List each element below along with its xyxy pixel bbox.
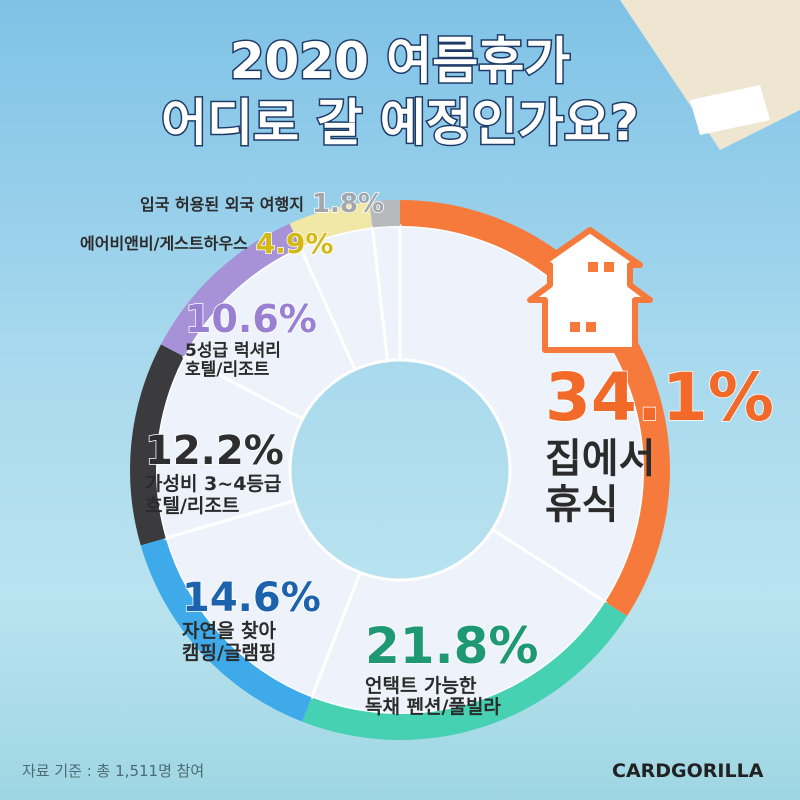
slice-inner — [309, 527, 608, 716]
chart-title: 2020 여름휴가 어디로 갈 예정인가요? — [160, 31, 641, 154]
value-label: 14.6% — [181, 574, 321, 622]
value-label: 1.8% — [311, 188, 385, 219]
house-icon — [527, 227, 653, 353]
slice-band — [140, 538, 312, 722]
slice-label: 34.1% 집에서 휴식 — [544, 359, 774, 528]
slice-band — [289, 201, 373, 248]
slice-label: 12.2% 가성비 3~4등급 호텔/리조트 — [144, 427, 284, 518]
slice-band — [130, 344, 185, 546]
value-label: 12.2% — [144, 427, 284, 475]
slice-label: 입국 허용된 외국 여행지 1.8% — [140, 188, 385, 220]
slice-label: 10.6% 5성급 럭셔리 호텔/리조트 — [184, 297, 317, 381]
slice-band — [369, 200, 400, 228]
value-label: 21.8% — [364, 617, 539, 675]
slice-band — [160, 223, 301, 357]
value-label: 34.1% — [544, 359, 774, 436]
value-label: 10.6% — [184, 297, 317, 342]
slice-label: 에어비앤비/게스트하우스 4.9% — [80, 227, 334, 261]
category-label: 가성비 3~4등급 호텔/리조트 — [145, 473, 282, 517]
slice-label: 21.8% 언택트 가능한 독채 펜션/풀빌라 — [364, 617, 539, 719]
source-note: 자료 기준 : 총 1,511명 참여 — [22, 762, 205, 780]
slice-inner — [370, 224, 402, 363]
value-label: 4.9% — [255, 227, 334, 261]
slice-inner — [154, 354, 305, 540]
category-label: 5성급 럭셔리 호텔/리조트 — [185, 340, 281, 381]
slice-band — [302, 602, 628, 741]
category-label: 언택트 가능한 독채 펜션/풀빌라 — [365, 674, 501, 719]
category-label: 에어비앤비/게스트하우스 — [80, 233, 248, 253]
category-label: 입국 허용된 외국 여행지 — [140, 194, 304, 214]
brand-logo: CARDGORILLA — [612, 760, 764, 782]
category-label: 자연을 찾아 캠핑/글램핑 — [182, 620, 277, 664]
category-label: 집에서 휴식 — [545, 435, 656, 528]
slice-label: 14.6% 자연을 찾아 캠핑/글램핑 — [181, 574, 321, 665]
diving-board — [690, 85, 770, 135]
